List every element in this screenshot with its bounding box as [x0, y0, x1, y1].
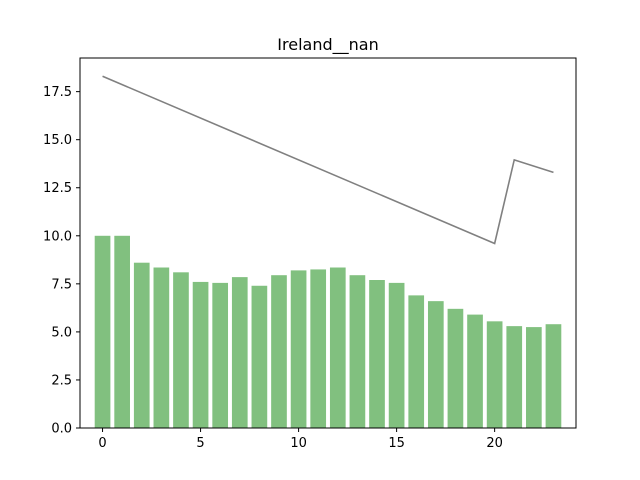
- y-tick-label: 2.5: [51, 373, 72, 388]
- bar-20: [486, 321, 503, 428]
- bar-11: [310, 269, 327, 428]
- bar-3: [153, 267, 170, 428]
- y-tick-label: 10.0: [43, 229, 72, 244]
- bar-12: [329, 267, 346, 428]
- bars-group: [94, 235, 562, 428]
- x-tick-label: 5: [196, 436, 204, 451]
- y-axis: 0.0 2.5 5.0 7.5 10.0 12.5 15.0 17.5: [43, 85, 80, 437]
- bar-7: [231, 277, 248, 428]
- bar-6: [212, 282, 229, 428]
- y-tick-label: 5.0: [51, 325, 72, 340]
- y-tick-label: 0.0: [51, 422, 72, 437]
- y-tick-label: 7.5: [51, 277, 72, 292]
- bar-13: [349, 275, 366, 428]
- bar-21: [506, 326, 523, 428]
- bar-19: [467, 314, 483, 428]
- bar-17: [427, 301, 444, 428]
- y-tick-label: 12.5: [43, 181, 72, 196]
- bar-2: [133, 262, 150, 428]
- bar-8: [251, 285, 268, 428]
- x-tick-label: 20: [486, 436, 503, 451]
- bar-15: [388, 282, 405, 428]
- x-tick-label: 15: [388, 436, 405, 451]
- bar-23: [545, 324, 562, 428]
- x-tick-label: 10: [290, 436, 307, 451]
- series-line: [102, 75, 554, 245]
- x-axis: 0 5 10 15 20: [98, 428, 503, 451]
- chart-title: Ireland__nan: [277, 35, 378, 55]
- bar-16: [408, 295, 425, 428]
- bar-1: [114, 235, 130, 428]
- bar-14: [369, 280, 385, 428]
- bar-5: [192, 281, 209, 428]
- y-tick-label: 17.5: [43, 85, 72, 100]
- y-tick-label: 15.0: [43, 133, 72, 148]
- bar-22: [526, 327, 542, 428]
- bar-10: [290, 270, 307, 428]
- bar-4: [173, 272, 189, 428]
- line-layer: [102, 75, 554, 245]
- bar-18: [447, 308, 464, 428]
- plot-frame: [79, 57, 577, 429]
- bar-0: [94, 235, 111, 428]
- bar-9: [271, 275, 287, 428]
- x-tick-label: 0: [98, 436, 106, 451]
